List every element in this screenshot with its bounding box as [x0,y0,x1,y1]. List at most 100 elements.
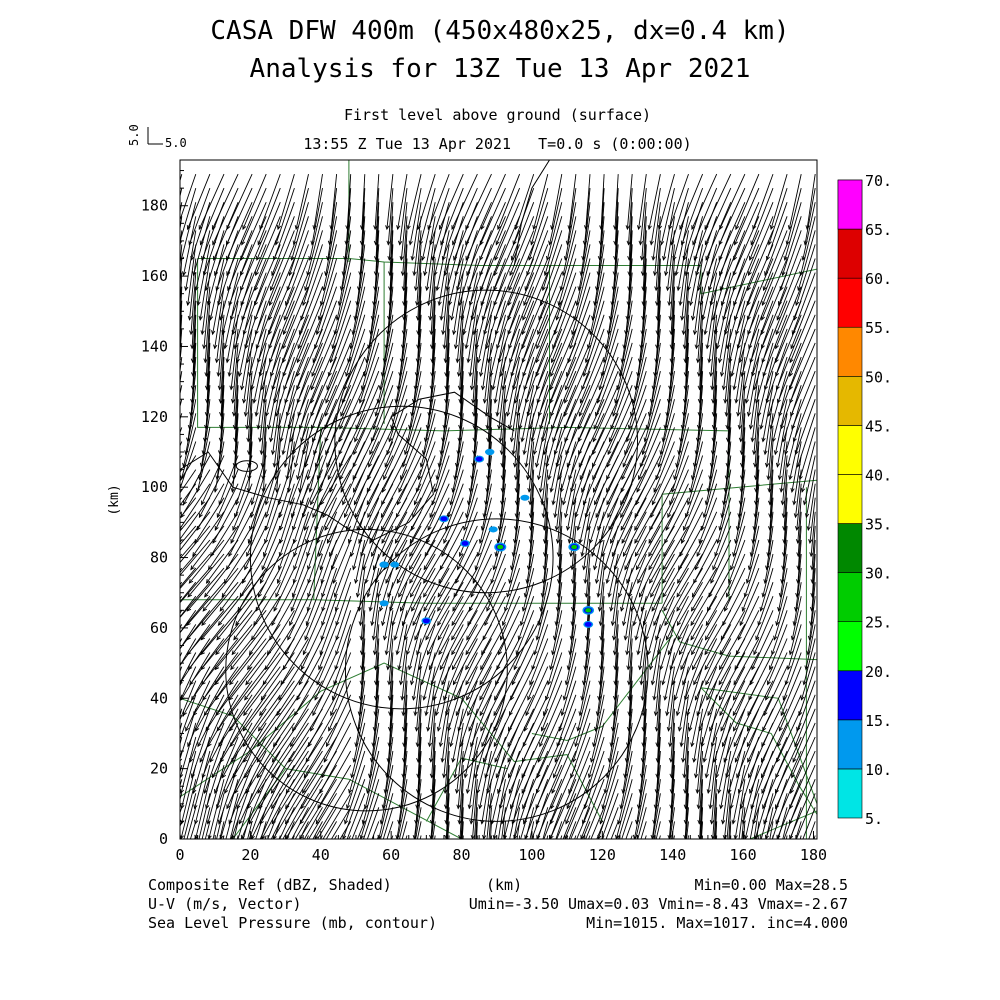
wind-vector-head [603,788,608,795]
wind-vector [214,441,225,492]
wind-vector-head [167,789,170,793]
wind-vector [694,525,718,570]
wind-vector [541,680,563,731]
wind-vector [656,680,661,731]
wind-vector [695,399,704,455]
wind-vector [310,328,338,390]
wind-vector-head [626,240,631,246]
wind-vector [204,821,211,839]
wind-vector-head [449,315,455,321]
wind-vector-head [625,437,631,443]
wind-vector [343,328,366,390]
wind-vector [415,807,422,839]
wind-vector [522,694,549,747]
wind-vector-head [302,450,307,456]
wind-vector-head [505,411,511,417]
wind-vector [521,300,549,363]
wind-vector-head [266,650,272,656]
wind-vector-head [778,592,784,598]
wind-vector [361,624,366,670]
wind-vector [748,652,774,701]
wind-vector [780,666,802,716]
wind-vector-head [292,578,297,584]
wind-vector [409,539,436,584]
wind-vector-head [517,635,522,641]
wind-vector [418,624,436,670]
wind-vector-head [570,773,575,779]
wind-vector [721,314,732,377]
wind-vector-head [560,711,565,717]
wind-vector [685,314,689,377]
wind-vector [295,174,309,230]
wind-vector-head [607,757,612,763]
wind-vector [687,230,704,291]
wind-vector-head [327,240,333,246]
wind-vector [355,370,380,429]
wind-vector-head [192,552,197,557]
wind-vector [373,525,394,570]
wind-vector [258,750,295,809]
wind-vector [536,779,563,839]
wind-vector-head [479,271,484,277]
wind-vector-head [652,271,658,277]
wind-vector-head [599,225,604,231]
wind-vector-head [581,680,587,686]
wind-vector-head [298,680,303,686]
wind-vector-head [373,225,378,231]
wind-vector-head [665,711,670,717]
wind-vector [710,314,718,377]
wind-vector-head [245,788,250,794]
wind-vector [733,244,760,306]
wind-vector-head [363,804,369,810]
wind-vector [308,793,337,839]
wind-vector-head [367,513,372,519]
wind-vector [248,399,253,455]
wind-vector-head [593,301,598,307]
wind-vector-head [320,578,325,584]
wind-vector [785,638,802,685]
wind-vector [321,722,352,778]
wind-vector [562,216,577,276]
wind-vector-head [545,255,551,261]
wind-vector-head [277,565,283,571]
wind-vector-head [725,424,730,430]
wind-vector-head [296,385,301,391]
wind-vector-head [654,789,659,795]
wind-vector-head [339,286,345,292]
wind-vector [765,779,788,839]
wind-vector [228,764,253,824]
wind-vector [586,736,605,794]
wind-vector-head [528,539,533,545]
wind-vector [371,511,394,557]
wind-vector-head [221,330,226,336]
wind-vector-head [458,412,463,417]
wind-vector [402,722,408,778]
wind-vector-head [507,330,512,336]
level-label: First level above ground (surface) [343,106,652,124]
wind-vector [231,610,267,655]
wind-vector-head [438,742,444,748]
wind-vector [495,638,520,685]
wind-vector-head [537,330,542,336]
wind-vector-head [728,358,733,364]
wind-vector [621,497,647,544]
wind-vector-head [669,372,674,378]
wind-vector [573,258,591,320]
wind-vector-head [710,742,716,748]
wind-vector-head [568,475,573,481]
wind-vector-head [437,301,442,307]
wind-vector [326,328,352,390]
wind-vector [546,202,563,261]
wind-vector [278,525,295,570]
wind-vector-head [272,462,277,468]
wind-vector [512,399,521,455]
wind-vector [465,202,492,261]
wind-vector-head [257,788,262,794]
wind-vector-head [185,726,190,732]
wind-vector-head [146,526,150,530]
wind-vector [262,413,267,467]
wind-vector [536,328,563,390]
wind-vector [762,553,774,597]
wind-vector-head [596,398,601,404]
wind-vector-head [346,804,351,810]
